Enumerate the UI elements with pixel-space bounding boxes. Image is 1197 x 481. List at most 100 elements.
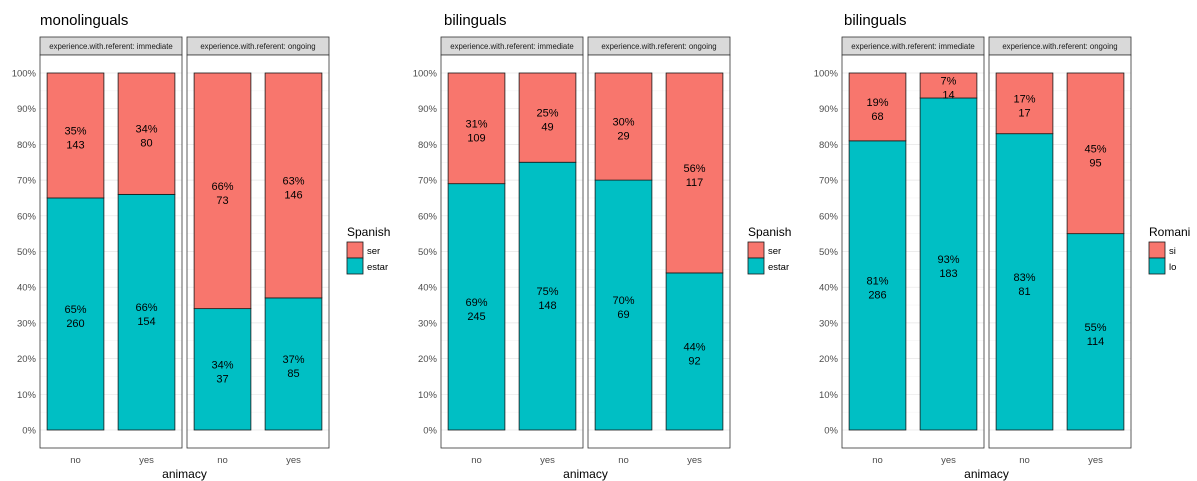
x-tick-label: no bbox=[618, 455, 629, 466]
bar-pct-label: 66% bbox=[135, 302, 157, 314]
y-tick-label: 30% bbox=[418, 318, 438, 329]
bar-pct-label: 81% bbox=[866, 275, 888, 287]
bar-si bbox=[1066, 72, 1125, 235]
legend-title: Spanish bbox=[347, 225, 390, 239]
bar-pct-label: 45% bbox=[1084, 143, 1106, 155]
bar-count-label: 69 bbox=[617, 309, 629, 321]
panel-border bbox=[39, 54, 183, 449]
x-tick-label: yes bbox=[1088, 455, 1103, 466]
y-tick-label: 0% bbox=[22, 426, 36, 437]
bar-pct-label: 56% bbox=[683, 163, 705, 175]
bar-pct-label: 93% bbox=[937, 254, 959, 266]
bar-ser bbox=[264, 72, 323, 299]
y-tick-label: 10% bbox=[418, 390, 438, 401]
x-tick-label: no bbox=[217, 455, 228, 466]
y-tick-label: 80% bbox=[17, 140, 37, 151]
bar-pct-label: 69% bbox=[465, 297, 487, 309]
bar-ser bbox=[46, 72, 105, 199]
bar-pct-label: 34% bbox=[135, 124, 157, 136]
y-tick-label: 30% bbox=[819, 318, 839, 329]
chart-title: bilinguals bbox=[844, 12, 907, 29]
bar-count-label: 117 bbox=[686, 177, 704, 189]
panel-border bbox=[841, 54, 985, 449]
bar-pct-label: 75% bbox=[536, 286, 558, 298]
y-tick-label: 0% bbox=[824, 426, 838, 437]
panel-border bbox=[988, 54, 1132, 449]
bar-pct-label: 7% bbox=[941, 75, 957, 87]
y-tick-label: 30% bbox=[17, 318, 37, 329]
bar-count-label: 143 bbox=[66, 139, 84, 151]
legend-title: Spanish bbox=[748, 225, 791, 239]
facet-label: experience.with.referent: immediate bbox=[49, 42, 173, 51]
chart-1: monolinguals 0% 10% 20% 30% 40% 50% 60% 70% 80% 90… bbox=[12, 12, 391, 481]
x-axis-title: animacy bbox=[964, 467, 1009, 481]
bar-count-label: 154 bbox=[137, 316, 155, 328]
bar-count-label: 109 bbox=[467, 132, 485, 144]
facet-label: experience.with.referent: immediate bbox=[851, 42, 975, 51]
y-tick-label: 90% bbox=[418, 104, 438, 115]
bar-pct-label: 65% bbox=[64, 304, 86, 316]
y-tick-label: 0% bbox=[423, 426, 437, 437]
y-tick-label: 70% bbox=[17, 176, 37, 187]
y-tick-label: 20% bbox=[819, 354, 839, 365]
bar-count-label: 80 bbox=[140, 138, 152, 150]
bar-ser bbox=[447, 72, 506, 185]
bar-estar bbox=[665, 272, 724, 431]
panel-border bbox=[440, 54, 584, 449]
bar-pct-label: 35% bbox=[64, 125, 86, 137]
legend-label: ser bbox=[768, 246, 781, 257]
y-tick-label: 90% bbox=[17, 104, 37, 115]
y-tick-label: 100% bbox=[814, 69, 839, 80]
facet-label: experience.with.referent: immediate bbox=[450, 42, 574, 51]
bar-count-label: 92 bbox=[688, 355, 700, 367]
y-tick-label: 60% bbox=[17, 211, 37, 222]
x-tick-label: no bbox=[872, 455, 883, 466]
chart-2: bilinguals 0% 10% 20% 30% 40% 50% 60% 70% 80% 90% 1… bbox=[413, 12, 792, 481]
bar-count-label: 183 bbox=[939, 268, 957, 280]
facet-label: experience.with.referent: ongoing bbox=[601, 42, 716, 51]
chart-3: bilinguals 0% 10% 20% 30% 40% 50% 60% 70% 80% 90% 1… bbox=[814, 12, 1191, 481]
x-tick-label: yes bbox=[286, 455, 301, 466]
y-tick-label: 50% bbox=[418, 247, 438, 258]
bar-count-label: 114 bbox=[1087, 336, 1105, 348]
legend-label: lo bbox=[1169, 262, 1176, 273]
x-tick-label: no bbox=[1019, 455, 1030, 466]
bar-count-label: 85 bbox=[287, 368, 299, 380]
panel-border bbox=[186, 54, 330, 449]
legend-key-lo bbox=[1148, 257, 1166, 275]
bar-ser bbox=[594, 72, 653, 181]
bar-pct-label: 30% bbox=[612, 117, 634, 129]
bar-count-label: 245 bbox=[467, 311, 485, 323]
bar-pct-label: 63% bbox=[282, 175, 304, 187]
bar-lo bbox=[995, 133, 1054, 431]
legend-title: Romani bbox=[1149, 225, 1190, 239]
bar-pct-label: 19% bbox=[866, 97, 888, 109]
bar-estar bbox=[594, 179, 653, 431]
bar-estar bbox=[447, 183, 506, 431]
y-tick-label: 40% bbox=[819, 283, 839, 294]
bar-pct-label: 37% bbox=[282, 354, 304, 366]
bar-lo bbox=[1066, 233, 1125, 431]
bar-ser bbox=[193, 72, 252, 310]
bar-count-label: 37 bbox=[216, 373, 228, 385]
bar-estar bbox=[264, 297, 323, 431]
legend-key-ser bbox=[747, 241, 765, 259]
y-tick-label: 100% bbox=[12, 69, 37, 80]
bar-pct-label: 31% bbox=[465, 118, 487, 130]
y-tick-label: 50% bbox=[17, 247, 37, 258]
y-tick-label: 40% bbox=[418, 283, 438, 294]
y-tick-label: 60% bbox=[418, 211, 438, 222]
x-tick-label: yes bbox=[540, 455, 555, 466]
facet-label: experience.with.referent: ongoing bbox=[200, 42, 315, 51]
x-axis-title: animacy bbox=[162, 467, 207, 481]
bar-ser bbox=[117, 72, 176, 195]
y-tick-label: 70% bbox=[418, 176, 438, 187]
bar-pct-label: 44% bbox=[683, 341, 705, 353]
bar-count-label: 68 bbox=[871, 111, 883, 123]
chart-title: bilinguals bbox=[444, 12, 507, 29]
bar-si bbox=[995, 72, 1054, 135]
bar-count-label: 81 bbox=[1018, 286, 1030, 298]
y-tick-label: 20% bbox=[418, 354, 438, 365]
bar-si bbox=[848, 72, 907, 142]
